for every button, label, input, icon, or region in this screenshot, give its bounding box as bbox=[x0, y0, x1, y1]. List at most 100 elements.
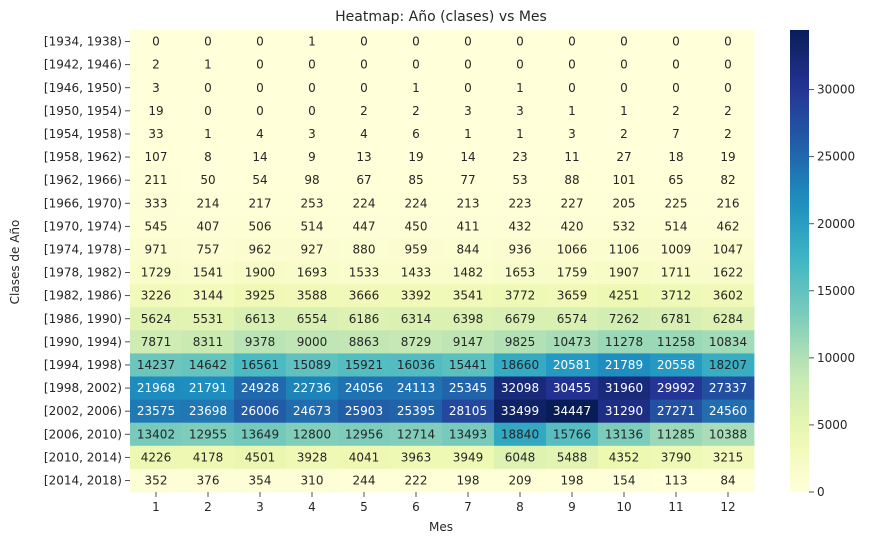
x-tick-label: 11 bbox=[668, 500, 683, 514]
cell-value-label: 18660 bbox=[501, 358, 539, 372]
heatmap-cell bbox=[598, 261, 651, 285]
heatmap-cell bbox=[390, 99, 443, 123]
cell-value-label: 10388 bbox=[709, 427, 747, 441]
colorbar-tick-label: 20000 bbox=[817, 217, 855, 231]
heatmap-cell bbox=[286, 122, 339, 146]
cell-value-label: 1653 bbox=[505, 266, 536, 280]
heatmap-cell bbox=[390, 214, 443, 239]
heatmap-cell bbox=[442, 261, 495, 285]
cell-value-label: 3949 bbox=[453, 450, 484, 464]
heatmap-cell bbox=[494, 145, 547, 169]
cell-value-label: 8863 bbox=[349, 335, 380, 349]
heatmap-cell bbox=[390, 353, 443, 377]
cell-value-label: 354 bbox=[249, 473, 272, 487]
cell-value-label: 8 bbox=[204, 150, 212, 164]
heatmap-cell bbox=[286, 168, 339, 193]
cell-value-label: 6398 bbox=[453, 312, 484, 326]
heatmap-cell bbox=[650, 330, 703, 354]
cell-value-label: 1482 bbox=[453, 266, 484, 280]
cell-value-label: 214 bbox=[197, 196, 220, 210]
heatmap-cell bbox=[650, 376, 703, 400]
cell-value-label: 0 bbox=[672, 81, 680, 95]
heatmap-cell bbox=[494, 30, 547, 54]
cell-value-label: 11 bbox=[564, 150, 579, 164]
heatmap-cell bbox=[390, 330, 443, 354]
heatmap-cell bbox=[286, 399, 339, 424]
cell-value-label: 6574 bbox=[557, 312, 588, 326]
heatmap-cell bbox=[598, 422, 651, 447]
heatmap-cell bbox=[130, 53, 183, 77]
heatmap-cell bbox=[338, 76, 391, 100]
heatmap-cell bbox=[390, 307, 443, 331]
heatmap-cell bbox=[442, 445, 495, 470]
heatmap-cell bbox=[598, 284, 651, 308]
y-tick-label: [2010, 2014) bbox=[44, 450, 122, 464]
heatmap-cell bbox=[338, 145, 391, 169]
cell-value-label: 50 bbox=[200, 173, 215, 187]
heatmap-cell bbox=[442, 422, 495, 447]
heatmap-cell bbox=[546, 53, 599, 77]
heatmap-cell bbox=[338, 307, 391, 331]
heatmap-cell bbox=[390, 399, 443, 424]
colorbar-tick-label: 15000 bbox=[817, 284, 855, 298]
heatmap-cell bbox=[598, 76, 651, 100]
y-tick-label: [1982, 1986) bbox=[44, 289, 122, 303]
cell-value-label: 6 bbox=[412, 127, 420, 141]
cell-value-label: 5488 bbox=[557, 450, 588, 464]
cell-value-label: 3928 bbox=[297, 450, 328, 464]
heatmap-cell bbox=[130, 122, 183, 146]
cell-value-label: 222 bbox=[405, 473, 428, 487]
y-tick-label: [2006, 2010) bbox=[44, 427, 122, 441]
heatmap-cell bbox=[546, 168, 599, 193]
cell-value-label: 0 bbox=[360, 35, 368, 49]
heatmap-cell bbox=[182, 30, 235, 54]
cell-value-label: 0 bbox=[308, 58, 316, 72]
cell-value-label: 6679 bbox=[505, 312, 536, 326]
cell-value-label: 1009 bbox=[661, 242, 692, 256]
cell-value-label: 198 bbox=[561, 473, 584, 487]
heatmap-cell bbox=[598, 330, 651, 354]
cell-value-label: 352 bbox=[145, 473, 168, 487]
cell-value-label: 0 bbox=[568, 81, 576, 95]
x-tick-label: 3 bbox=[256, 500, 264, 514]
cell-value-label: 3541 bbox=[453, 289, 484, 303]
heatmap-cell bbox=[442, 353, 495, 377]
heatmap-cell bbox=[442, 99, 495, 123]
cell-value-label: 0 bbox=[620, 35, 628, 49]
cell-value-label: 113 bbox=[665, 473, 688, 487]
cell-value-label: 209 bbox=[509, 473, 532, 487]
heatmap-cell bbox=[182, 330, 235, 354]
heatmap-cell bbox=[234, 122, 287, 146]
y-tick-label: [1994, 1998) bbox=[44, 358, 122, 372]
cell-value-label: 227 bbox=[561, 196, 584, 210]
cell-value-label: 29992 bbox=[657, 381, 695, 395]
heatmap-cell bbox=[234, 76, 287, 100]
y-tick-label: [1970, 1974) bbox=[44, 219, 122, 233]
heatmap-cell bbox=[286, 422, 339, 447]
cell-value-label: 0 bbox=[204, 104, 212, 118]
heatmap-cell bbox=[130, 214, 183, 239]
heatmap-cell bbox=[598, 168, 651, 193]
heatmap-cell bbox=[182, 214, 235, 239]
cell-value-label: 3392 bbox=[401, 289, 432, 303]
cell-value-label: 107 bbox=[145, 150, 168, 164]
heatmap-cell bbox=[598, 30, 651, 54]
cell-value-label: 447 bbox=[353, 219, 376, 233]
cell-value-label: 0 bbox=[568, 35, 576, 49]
heatmap-cell bbox=[494, 99, 547, 123]
cell-value-label: 224 bbox=[353, 196, 376, 210]
cell-value-label: 0 bbox=[724, 81, 732, 95]
heatmap-cell bbox=[390, 284, 443, 308]
cell-value-label: 407 bbox=[197, 219, 220, 233]
cell-value-label: 27271 bbox=[657, 404, 695, 418]
cell-value-label: 27337 bbox=[709, 381, 747, 395]
heatmap-cell bbox=[130, 284, 183, 308]
heatmap-cell bbox=[546, 30, 599, 54]
cell-value-label: 4226 bbox=[141, 450, 172, 464]
cell-value-label: 15441 bbox=[449, 358, 487, 372]
heatmap-cell bbox=[234, 399, 287, 424]
heatmap-cell bbox=[598, 353, 651, 377]
heatmap-cell bbox=[286, 376, 339, 400]
heatmap-cell bbox=[650, 168, 703, 193]
